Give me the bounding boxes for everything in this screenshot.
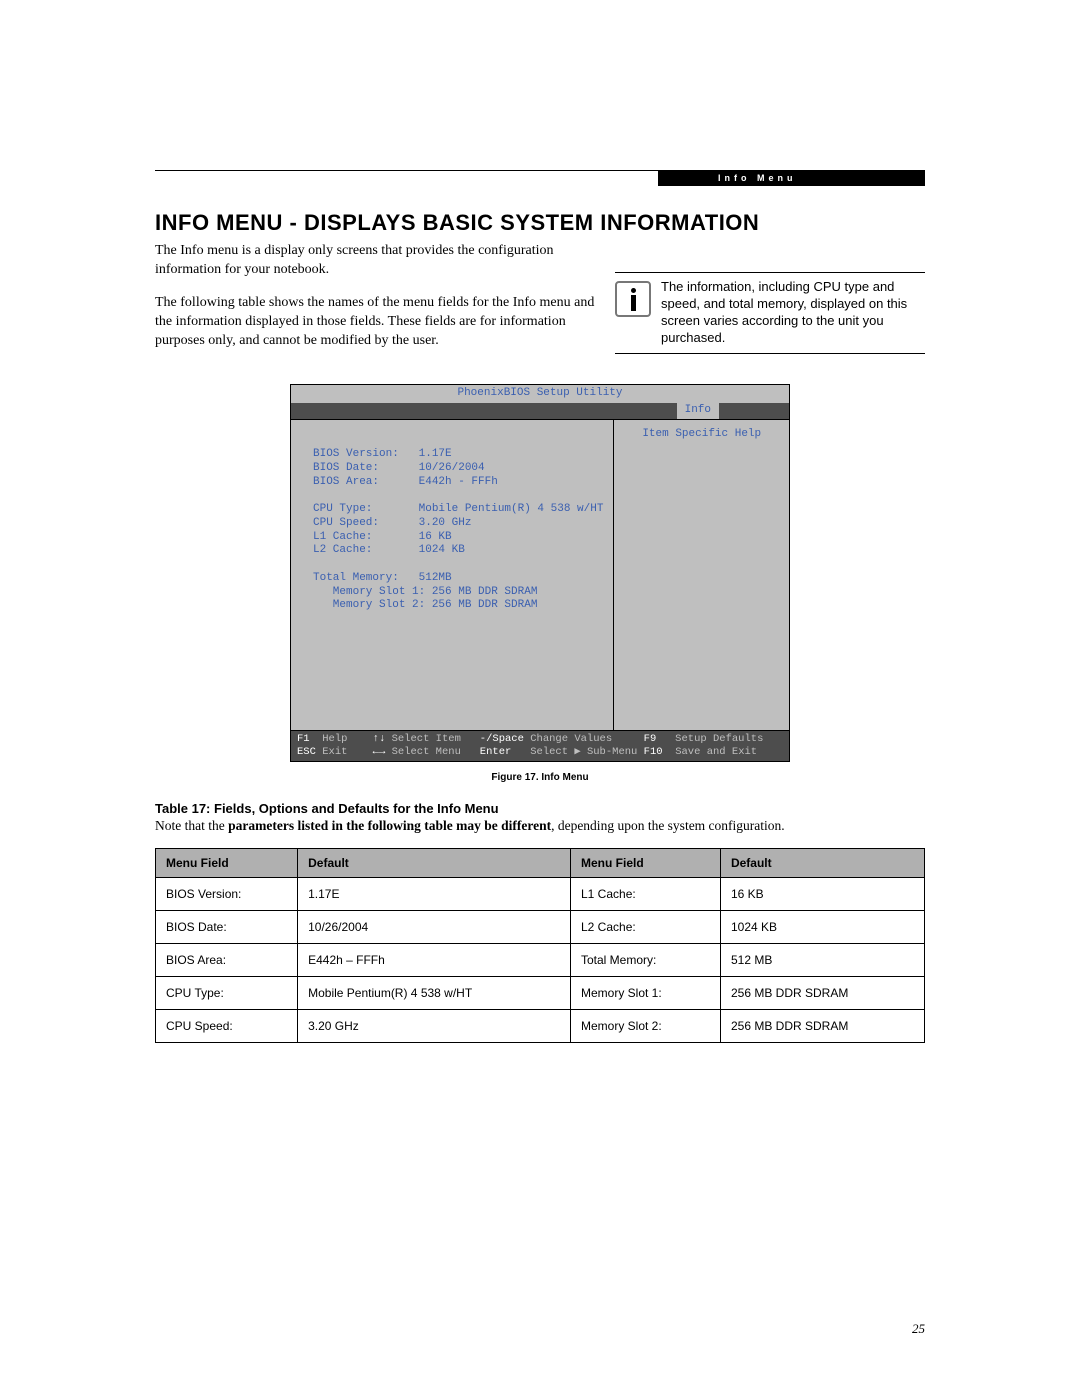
bios-field-row: Memory Slot 2: 256 MB DDR SDRAM — [313, 599, 603, 613]
table-cell: L2 Cache: — [571, 911, 721, 944]
th-menu-field-1: Menu Field — [156, 849, 298, 878]
table-cell: BIOS Version: — [156, 878, 298, 911]
bios-field-row: CPU Type: Mobile Pentium(R) 4 538 w/HT — [313, 503, 603, 517]
bios-field-row: BIOS Version: 1.17E — [313, 448, 603, 462]
table-cell: 256 MB DDR SDRAM — [720, 1010, 924, 1043]
bios-help-panel: Item Specific Help — [614, 420, 789, 730]
bios-title: PhoenixBIOS Setup Utility — [291, 385, 789, 403]
table-cell: E442h – FFFh — [298, 944, 571, 977]
table-header-row: Menu Field Default Menu Field Default — [156, 849, 925, 878]
table-cell: 10/26/2004 — [298, 911, 571, 944]
table-cell: 512 MB — [720, 944, 924, 977]
bios-tabbar: Info — [291, 403, 789, 419]
table-cell: CPU Speed: — [156, 1010, 298, 1043]
intro-left: The Info menu is a display only screens … — [155, 242, 595, 364]
header-strip: Info Menu — [658, 170, 925, 186]
table-row: CPU Speed:3.20 GHzMemory Slot 2:256 MB D… — [156, 1010, 925, 1043]
th-default-1: Default — [298, 849, 571, 878]
bios-field-row — [313, 489, 603, 503]
table-cell: 256 MB DDR SDRAM — [720, 977, 924, 1010]
table-row: BIOS Area:E442h – FFFhTotal Memory:512 M… — [156, 944, 925, 977]
table-title: Table 17: Fields, Options and Defaults f… — [155, 801, 925, 816]
figure-caption: Figure 17. Info Menu — [155, 772, 925, 783]
intro-right: The information, including CPU type and … — [615, 242, 925, 364]
table-cell: 3.20 GHz — [298, 1010, 571, 1043]
table-cell: L1 Cache: — [571, 878, 721, 911]
table-note: Note that the parameters listed in the f… — [155, 818, 925, 834]
fields-table: Menu Field Default Menu Field Default BI… — [155, 848, 925, 1043]
page-number: 25 — [912, 1321, 925, 1337]
callout-text: The information, including CPU type and … — [661, 279, 925, 347]
bios-tab-info: Info — [677, 403, 719, 419]
table-cell: CPU Type: — [156, 977, 298, 1010]
table-cell: Memory Slot 2: — [571, 1010, 721, 1043]
bios-field-row: Total Memory: 512MB — [313, 572, 603, 586]
info-icon — [615, 281, 651, 317]
bios-field-row: BIOS Area: E442h - FFFh — [313, 476, 603, 490]
bios-figure: PhoenixBIOS Setup Utility Info BIOS Vers… — [290, 384, 790, 762]
bios-field-row — [313, 558, 603, 572]
bios-field-row: CPU Speed: 3.20 GHz — [313, 517, 603, 531]
table-cell: 1024 KB — [720, 911, 924, 944]
bios-body: BIOS Version: 1.17EBIOS Date: 10/26/2004… — [291, 419, 789, 730]
table-cell: BIOS Area: — [156, 944, 298, 977]
bios-field-row: BIOS Date: 10/26/2004 — [313, 462, 603, 476]
th-default-2: Default — [720, 849, 924, 878]
page-title: INFO MENU - DISPLAYS BASIC SYSTEM INFORM… — [155, 210, 925, 236]
table-row: BIOS Version:1.17EL1 Cache:16 KB — [156, 878, 925, 911]
bios-footer: F1 Help ↑↓ Select Item -/Space Change Va… — [291, 730, 789, 761]
intro-p1: The Info menu is a display only screens … — [155, 242, 595, 280]
bios-field-row: L2 Cache: 1024 KB — [313, 544, 603, 558]
table-cell: BIOS Date: — [156, 911, 298, 944]
intro-columns: The Info menu is a display only screens … — [155, 242, 925, 364]
table-row: CPU Type:Mobile Pentium(R) 4 538 w/HTMem… — [156, 977, 925, 1010]
table-cell: 16 KB — [720, 878, 924, 911]
table-cell: Memory Slot 1: — [571, 977, 721, 1010]
page: Info Menu INFO MENU - DISPLAYS BASIC SYS… — [0, 0, 1080, 1397]
intro-p2: The following table shows the names of t… — [155, 294, 595, 351]
bios-field-row: Memory Slot 1: 256 MB DDR SDRAM — [313, 586, 603, 600]
table-cell: 1.17E — [298, 878, 571, 911]
info-callout: The information, including CPU type and … — [615, 272, 925, 354]
table-cell: Total Memory: — [571, 944, 721, 977]
bios-main-panel: BIOS Version: 1.17EBIOS Date: 10/26/2004… — [291, 420, 614, 730]
table-row: BIOS Date:10/26/2004L2 Cache:1024 KB — [156, 911, 925, 944]
bios-screen: PhoenixBIOS Setup Utility Info BIOS Vers… — [290, 384, 790, 762]
th-menu-field-2: Menu Field — [571, 849, 721, 878]
bios-field-row: L1 Cache: 16 KB — [313, 531, 603, 545]
table-cell: Mobile Pentium(R) 4 538 w/HT — [298, 977, 571, 1010]
